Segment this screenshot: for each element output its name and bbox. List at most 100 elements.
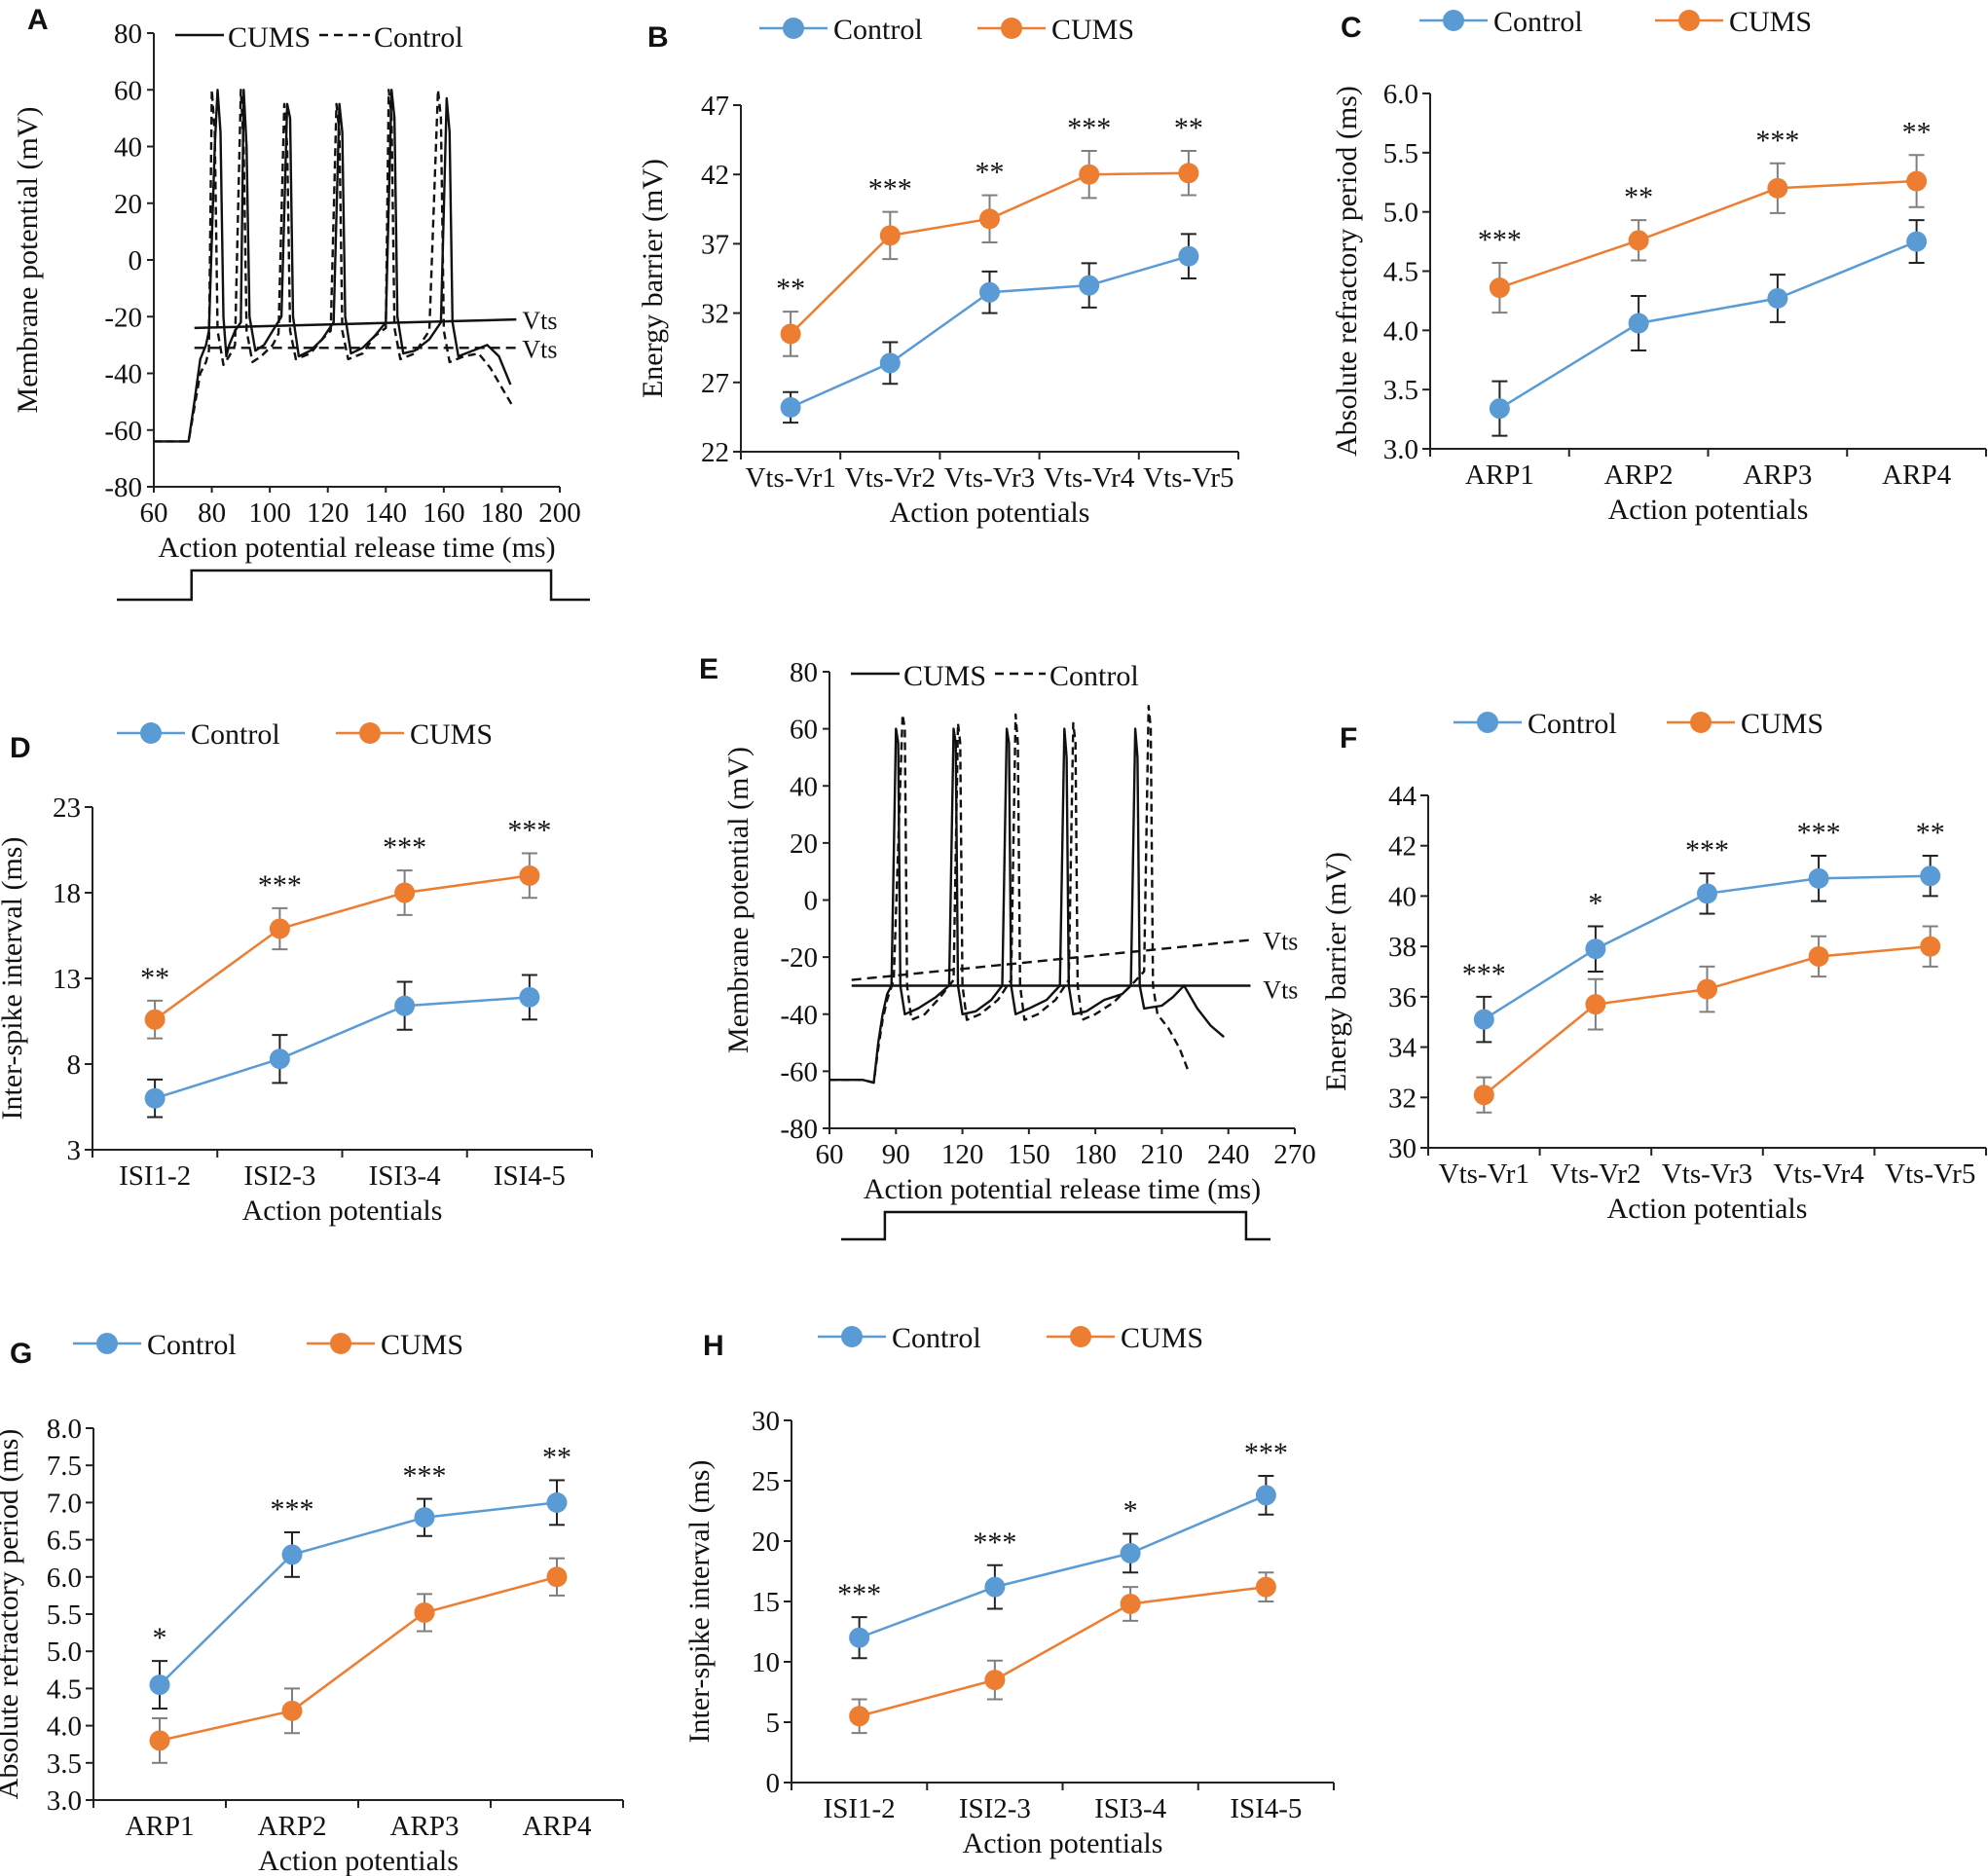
significance-marker: * [153,1622,167,1654]
legend-marker-control [783,18,804,39]
series-line [1498,179,1917,289]
panel-d: D 3 8 13 18 23 ISI1-2 ISI2-3 ISI3-4 ISI4-5 Action … [0,718,593,1227]
y-tick-label: 40 [1388,881,1417,912]
data-point [1489,398,1510,420]
data-point [1178,163,1199,184]
significance-marker: ** [1916,817,1945,849]
x-tick-label: ARP3 [1743,460,1812,491]
x-tick-label: 120 [941,1139,984,1170]
y-axis-title: Energy barrier (mV) [1320,852,1352,1091]
y-tick-label: 22 [701,437,729,468]
y-tick-label: 15 [752,1587,780,1618]
x-axis-title: Action potentials [1607,1193,1808,1225]
x-tick-label: ISI4-5 [1230,1793,1302,1824]
x-axis-title: Action potential release time (ms) [864,1173,1261,1205]
trace-control [829,705,1190,1085]
x-tick-label: 60 [140,497,168,529]
series-control [849,1475,1276,1660]
legend: Control CUMS [117,718,493,751]
x-tick-label: Vts-Vr1 [745,462,835,494]
data-point [149,1730,170,1751]
x-tick-label: ARP4 [1882,460,1951,491]
y-tick-label: 32 [1388,1083,1417,1114]
y-tick-label: 44 [1388,781,1417,812]
y-tick-label: -80 [780,1114,818,1145]
y-tick-label: 34 [1388,1033,1417,1064]
x-tick-label: ISI2-3 [959,1793,1031,1824]
panel-label: D [10,732,31,764]
data-point [849,1706,870,1727]
data-point [281,1544,303,1565]
y-tick-label: -40 [780,1000,818,1031]
y-tick-label: 0 [129,245,143,276]
series-cums [144,852,540,1040]
y-axis-title: Energy barrier (mV) [637,159,669,398]
data-point [780,396,801,418]
series-line [159,1501,558,1686]
x-tick-label: 100 [248,497,291,529]
y-axis-title: Inter-spike interval (ms) [0,837,28,1121]
y-tick-label: -60 [104,416,142,447]
y-axis-title: Membrane potential (mV) [12,107,44,414]
significance-marker: *** [1478,224,1522,256]
legend-label-control: Control [1493,6,1583,38]
significance-marker: ** [1624,181,1653,213]
legend-label-control: Control [833,14,923,46]
y-tick-label: 3.5 [1383,375,1418,406]
y-tick-label: 20 [790,828,818,860]
x-axis-title: Action potential release time (ms) [158,532,555,564]
panel-label: A [27,4,49,36]
data-point [1920,936,1941,957]
y-tick-label: 0 [804,886,819,917]
legend-marker-control [1477,712,1498,733]
x-tick-label: Vts-Vr3 [1662,1159,1752,1190]
data-point [546,1491,568,1513]
stimulus-step [841,1210,1270,1241]
legend-label-control: Control [374,21,463,54]
series-control [144,974,540,1119]
panel-label: C [1341,12,1362,44]
data-point [979,281,1000,303]
threshold-line-cums [194,317,517,330]
x-tick-label: 90 [882,1139,910,1170]
x-tick-label: ARP1 [1465,460,1534,491]
y-tick-label: 5.0 [1383,198,1418,229]
y-tick-label: 32 [701,299,729,330]
significance-marker: *** [1755,125,1799,157]
data-point [1628,313,1649,334]
panel-label: B [647,21,669,54]
x-tick-label: 60 [816,1139,844,1170]
data-point [546,1566,568,1588]
y-tick-label: 18 [53,878,81,909]
significance-marker: *** [1797,817,1841,849]
x-tick-label: Vts-Vr2 [845,462,936,494]
trace-cums [829,727,1225,1085]
y-tick-label: 7.0 [47,1488,82,1519]
y-axis-title: Absolute refractory period (ms) [1331,86,1363,457]
significance-marker: ** [976,157,1005,189]
significance-marker: *** [507,815,551,847]
legend-label-cums: CUMS [1051,14,1134,46]
data-point [1473,1009,1494,1030]
series-control [1489,219,1928,437]
data-point [1079,164,1100,185]
y-tick-label: -20 [104,302,142,333]
threshold-line-control [851,938,1251,981]
y-tick-label: 20 [752,1527,780,1558]
legend: Control CUMS [73,1329,463,1361]
series-line [154,996,530,1100]
significance-marker: *** [271,1493,314,1526]
data-point [1767,177,1788,199]
x-tick-label: ARP3 [390,1811,460,1842]
series-cums [1489,154,1928,314]
y-axis-title: Absolute refractory period (ms) [0,1429,24,1800]
panel-label: H [703,1330,724,1362]
data-point [1920,865,1941,887]
y-tick-label: 47 [701,91,729,122]
data-point [269,1048,290,1070]
panel-h: H 0 5 10 15 20 25 30 ISI1-2 ISI2-3 ISI3-4 ISI4-5 Act… [683,1322,1335,1859]
significance-marker: ** [776,273,805,305]
y-tick-label: 30 [752,1406,780,1437]
data-point [394,882,416,903]
